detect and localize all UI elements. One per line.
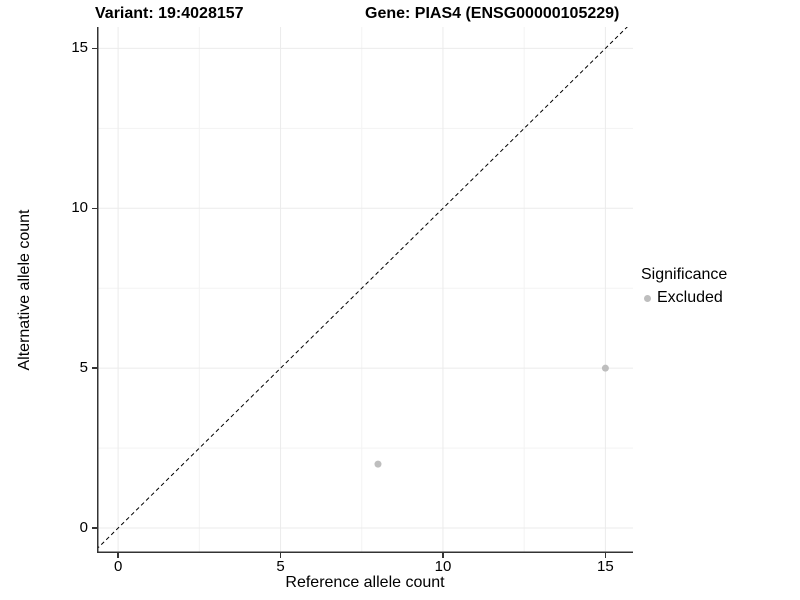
- variant-title: Variant: 19:4028157: [95, 5, 244, 22]
- y-tick-mark: [92, 47, 97, 50]
- data-point: [601, 364, 609, 372]
- gene-title: Gene: PIAS4 (ENSG00000105229): [365, 5, 620, 22]
- y-tick-label: 5: [79, 359, 88, 377]
- y-tick-label: 10: [71, 199, 88, 217]
- legend-entry-excluded: Excluded: [641, 288, 727, 308]
- y-tick-mark: [92, 207, 97, 210]
- plot-panel: [97, 27, 633, 553]
- x-tick-label: 15: [597, 558, 614, 575]
- y-tick-label: 15: [71, 39, 88, 57]
- excluded-point-icon: [644, 294, 651, 302]
- y-axis-title: Alternative allele count: [16, 209, 33, 371]
- x-axis-title: Reference allele count: [285, 574, 445, 591]
- x-tick-mark: [442, 553, 444, 558]
- legend-entry-label: Excluded: [657, 289, 723, 306]
- plot-canvas: [97, 27, 633, 553]
- x-tick-label: 0: [113, 558, 123, 575]
- x-tick-mark: [117, 553, 119, 558]
- y-tick-mark: [92, 367, 97, 369]
- y-tick-mark: [92, 527, 97, 529]
- y-tick-label: 0: [79, 519, 88, 537]
- data-point: [374, 460, 382, 468]
- identity-line: [97, 27, 628, 550]
- x-tick-mark: [279, 553, 282, 558]
- x-tick-label: 10: [434, 558, 452, 575]
- legend: Significance Excluded: [641, 265, 727, 308]
- x-tick-label: 5: [276, 558, 285, 575]
- legend-title: Significance: [641, 266, 728, 283]
- x-tick-mark: [604, 553, 607, 558]
